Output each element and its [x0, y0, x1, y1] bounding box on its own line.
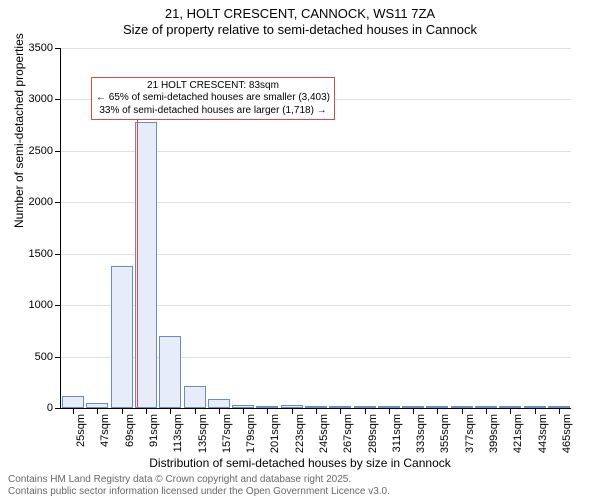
x-tick: [486, 408, 487, 414]
y-tick-label: 3000: [29, 93, 61, 105]
title-block: 21, HOLT CRESCENT, CANNOCK, WS11 7ZA Siz…: [0, 0, 600, 39]
y-tick-label: 2500: [29, 145, 61, 157]
footer-line1: Contains HM Land Registry data © Crown c…: [8, 474, 390, 486]
bar: [62, 396, 84, 408]
x-tick-label: 69sqm: [124, 414, 136, 447]
bar: [281, 405, 303, 408]
x-tick: [146, 408, 147, 414]
title-line2: Size of property relative to semi-detach…: [0, 22, 600, 38]
x-tick-label: 157sqm: [221, 414, 233, 453]
x-tick: [365, 408, 366, 414]
y-tick-label: 1000: [29, 299, 61, 311]
x-tick-label: 223sqm: [294, 414, 306, 453]
x-tick-label: 179sqm: [245, 414, 257, 453]
bar: [329, 406, 351, 408]
bar: [208, 399, 230, 408]
bar: [111, 266, 133, 408]
annotation-box: 21 HOLT CRESCENT: 83sqm ← 65% of semi-de…: [91, 77, 335, 121]
x-tick: [219, 408, 220, 414]
x-tick: [535, 408, 536, 414]
y-tick-label: 500: [35, 351, 61, 363]
marker-line: [137, 79, 138, 408]
y-tick-label: 3500: [29, 42, 61, 54]
x-tick-label: 47sqm: [99, 414, 111, 447]
bar: [475, 406, 497, 408]
x-tick-label: 113sqm: [172, 414, 184, 452]
bar: [499, 406, 521, 408]
x-tick-label: 311sqm: [391, 414, 403, 452]
bar: [451, 406, 473, 408]
plot-area: 0500100015002000250030003500 21 HOLT CRE…: [60, 48, 571, 409]
title-line1: 21, HOLT CRESCENT, CANNOCK, WS11 7ZA: [0, 6, 600, 22]
x-tick-label: 245sqm: [318, 414, 330, 453]
footer-line2: Contains public sector information licen…: [8, 486, 390, 498]
x-tick: [243, 408, 244, 414]
y-tick-label: 2000: [29, 196, 61, 208]
x-tick: [122, 408, 123, 414]
bar: [402, 406, 424, 408]
bar: [354, 406, 376, 408]
x-tick-label: 201sqm: [269, 414, 281, 453]
x-tick: [389, 408, 390, 414]
x-tick-label: 399sqm: [488, 414, 500, 453]
bar: [378, 406, 400, 408]
annotation-line2: ← 65% of semi-detached houses are smalle…: [96, 92, 330, 105]
x-tick-label: 465sqm: [561, 414, 573, 453]
x-tick: [316, 408, 317, 414]
x-tick-label: 421sqm: [512, 414, 524, 453]
bar: [256, 406, 278, 408]
x-tick-label: 377sqm: [464, 414, 476, 453]
x-tick-label: 91sqm: [148, 414, 160, 447]
x-tick-label: 289sqm: [367, 414, 379, 453]
x-tick-label: 355sqm: [439, 414, 451, 453]
x-tick-label: 25sqm: [75, 414, 87, 447]
bar: [548, 406, 570, 408]
bar: [135, 122, 157, 408]
x-tick: [559, 408, 560, 414]
annotation-line1: 21 HOLT CRESCENT: 83sqm: [96, 80, 330, 93]
y-tick-label: 1500: [29, 248, 61, 260]
chart-container: 21, HOLT CRESCENT, CANNOCK, WS11 7ZA Siz…: [0, 0, 600, 500]
bar: [305, 406, 327, 408]
x-axis-title: Distribution of semi-detached houses by …: [0, 456, 600, 470]
x-tick: [462, 408, 463, 414]
bar: [426, 406, 448, 408]
bar: [184, 386, 206, 408]
x-tick: [292, 408, 293, 414]
bar: [159, 336, 181, 408]
x-tick: [195, 408, 196, 414]
x-tick-label: 135sqm: [197, 414, 209, 453]
x-tick-label: 443sqm: [537, 414, 549, 453]
x-tick: [73, 408, 74, 414]
x-tick-label: 333sqm: [415, 414, 427, 453]
annotation-line3: 33% of semi-detached houses are larger (…: [96, 105, 330, 118]
x-tick-label: 267sqm: [342, 414, 354, 453]
footer: Contains HM Land Registry data © Crown c…: [0, 474, 390, 498]
bar: [232, 405, 254, 408]
y-tick-label: 0: [47, 402, 61, 414]
y-axis-title: Number of semi-detached properties: [12, 33, 26, 228]
bar: [86, 403, 108, 408]
bar: [524, 406, 546, 408]
x-tick: [413, 408, 414, 414]
